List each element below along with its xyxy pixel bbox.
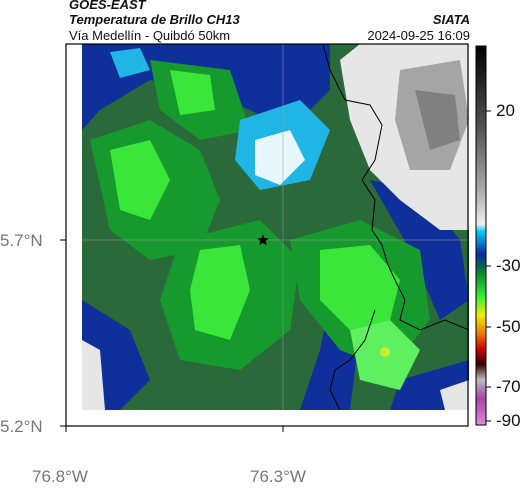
lat-tick-label: 5.7°N [0,231,43,250]
brightness-temperature-field [82,44,469,410]
colorbar-tick-label: -70 [496,377,521,396]
satellite-map [60,43,491,432]
timestamp: 2024-09-25 16:09 [367,28,470,43]
colorbar-tick-label: -50 [496,317,521,336]
colorbar-tick-label: -90 [496,411,521,430]
region-label: Vía Medellín - Quibdó 50km [69,28,231,43]
star-icon [257,234,269,246]
lon-tick-label: 76.3°W [250,467,306,486]
colorbar-tick-label: -30 [496,256,521,275]
lat-tick-label: 5.2°N [0,417,43,436]
colorbar [475,45,487,426]
lon-tick-label: 76.8°W [32,467,88,486]
source-label: SIATA [432,12,470,27]
product-title: Temperatura de Brillo CH13 [69,12,240,27]
colorbar-tick-label: 20 [496,101,515,120]
satellite-name: GOES-EAST [69,0,146,12]
